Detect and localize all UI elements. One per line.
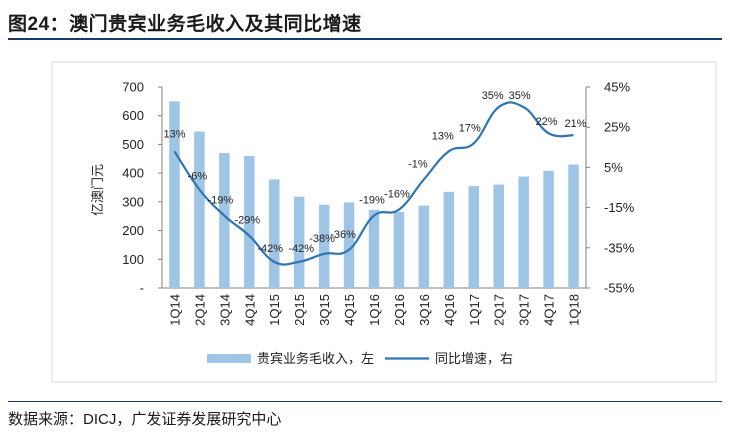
x-tick-label: 2Q14 <box>192 294 207 326</box>
growth-line <box>173 101 574 266</box>
line-data-label: -36% <box>330 229 356 241</box>
x-tick-label: 3Q16 <box>417 294 432 326</box>
title-rule <box>8 38 722 40</box>
x-tick-label: 4Q16 <box>442 294 457 326</box>
bar <box>244 155 255 288</box>
x-tick-label: 1Q18 <box>567 294 582 326</box>
legend-bar-swatch <box>207 354 251 363</box>
y-left-axis-title: 亿澳门元 <box>90 164 105 216</box>
left-tick-label: 300 <box>122 194 144 209</box>
legend-bar-label: 贵宾业务毛收入，左 <box>257 351 374 366</box>
chart-title: 图24：澳门贵宾业务毛收入及其同比增速 <box>8 14 362 35</box>
right-tick-label: -55% <box>604 281 635 296</box>
source-note: 数据来源：DICJ，广发证券发展研究中心 <box>8 411 282 428</box>
bar <box>418 205 430 288</box>
left-tick-label: 100 <box>122 252 144 267</box>
chart-legend: 贵宾业务毛收入，左 同比增速，右 <box>207 351 513 366</box>
left-tick-label: 600 <box>122 108 144 123</box>
bar <box>169 101 180 288</box>
line-data-label: 22% <box>536 116 558 128</box>
bar <box>493 184 504 288</box>
line-data-label: -42% <box>257 243 283 255</box>
x-tick-label: 1Q16 <box>367 294 382 326</box>
x-tick-label: 1Q15 <box>267 294 282 326</box>
line-data-label: -29% <box>234 215 260 227</box>
left-tick-label: 500 <box>122 137 144 152</box>
line-data-label: -42% <box>288 243 314 255</box>
x-tick-label: 2Q17 <box>492 294 507 326</box>
bar <box>318 204 330 288</box>
line-data-label: 17% <box>459 122 481 134</box>
x-tick-label: 4Q15 <box>342 294 357 326</box>
left-tick-label: 200 <box>122 223 144 238</box>
bar <box>194 131 205 288</box>
right-tick-label: -15% <box>604 200 635 215</box>
bar <box>219 153 230 288</box>
line-data-label: -19% <box>208 195 234 207</box>
plot-frame <box>51 61 717 383</box>
legend-line-label: 同比增速，右 <box>435 351 513 366</box>
bar <box>568 164 579 288</box>
x-tick-label: 3Q14 <box>217 294 232 326</box>
left-tick-label: - <box>140 281 144 296</box>
bar <box>543 170 554 288</box>
data-labels: 13%-6%-19%-29%-42% -42%-38%-36%-19%-16%-1… <box>163 90 586 255</box>
x-tick-label: 4Q14 <box>242 294 257 326</box>
line-data-label: -16% <box>384 189 410 201</box>
x-tick-label: 1Q17 <box>467 294 482 326</box>
line-data-label: -38% <box>309 233 335 245</box>
line-data-label: 13% <box>432 130 454 142</box>
line-data-label: 21% <box>565 118 587 130</box>
line-data-label: -6% <box>188 171 208 183</box>
left-tick-label: 700 <box>122 80 144 95</box>
bar <box>468 186 480 288</box>
chart-axes: - 100 200 300 400 500 600 700 -55% -35% -15% 5% 25% 4… <box>51 61 717 383</box>
bar <box>293 196 305 288</box>
bar <box>343 202 355 288</box>
bar-series <box>169 101 579 288</box>
left-tick-label: 400 <box>122 166 144 181</box>
x-tick-label: 2Q16 <box>392 294 407 326</box>
x-tick-label: 3Q17 <box>517 294 532 326</box>
footer-rule <box>8 401 722 402</box>
line-data-label: 35% <box>509 90 531 102</box>
right-tick-label: 25% <box>604 120 630 135</box>
line-data-label: 35% <box>482 90 504 102</box>
x-tick-label: 2Q15 <box>292 294 307 326</box>
right-tick-label: -35% <box>604 240 635 255</box>
bar <box>443 191 455 288</box>
x-tick-label: 1Q14 <box>167 294 182 326</box>
line-data-label: -19% <box>359 195 385 207</box>
line-series <box>173 101 574 266</box>
bar <box>268 179 280 288</box>
x-tick-label: 3Q15 <box>317 294 332 326</box>
x-tick-label: 4Q17 <box>542 294 557 326</box>
bar <box>393 211 405 288</box>
right-tick-label: 5% <box>604 160 623 175</box>
line-data-label: -1% <box>408 158 428 170</box>
right-tick-label: 45% <box>604 80 630 95</box>
line-data-label: 13% <box>163 128 185 140</box>
bar <box>368 209 380 288</box>
bar <box>518 176 529 288</box>
